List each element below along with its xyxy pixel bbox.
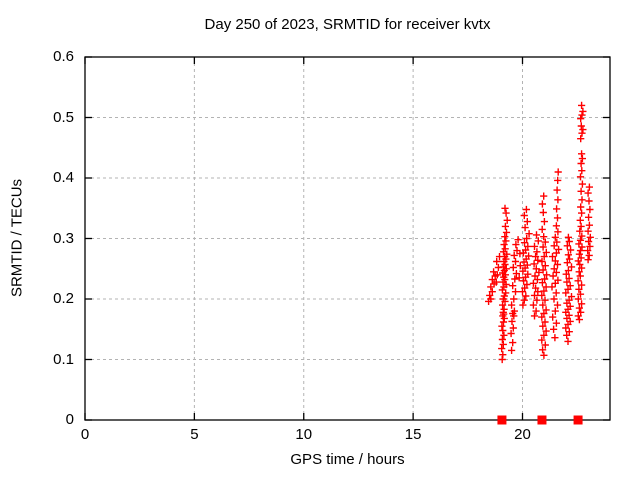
x-axis-label: GPS time / hours (290, 451, 405, 468)
y-tick-label: 0.4 (53, 169, 74, 186)
x-tick-label: 20 (514, 426, 531, 443)
y-tick-label: 0.1 (53, 350, 74, 368)
gridlines (85, 57, 610, 420)
scatter-points (485, 101, 594, 364)
y-tick-label: 0.6 (53, 48, 74, 65)
x-tick-label: 5 (190, 426, 199, 443)
y-tick-label: 0.2 (53, 290, 74, 307)
chart-title: Day 250 of 2023, SRMTID for receiver kvt… (204, 16, 491, 33)
baseline-square-markers (497, 415, 583, 425)
y-tick-label: 0.3 (53, 229, 74, 247)
tick-marks (84, 56, 610, 421)
x-tick-label: 0 (80, 426, 90, 443)
y-tick-label: 0 (65, 411, 74, 428)
x-tick-label: 15 (404, 426, 422, 443)
x-tick-label: 10 (295, 426, 313, 443)
y-tick-label: 0.5 (53, 108, 74, 126)
